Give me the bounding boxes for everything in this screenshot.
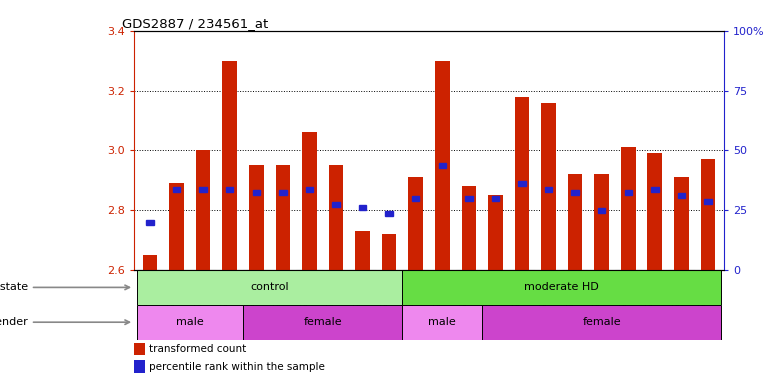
Text: gender: gender bbox=[0, 317, 129, 327]
Bar bbox=[651, 187, 659, 192]
Bar bbox=[704, 199, 712, 204]
Bar bbox=[222, 61, 237, 270]
Bar bbox=[598, 208, 605, 213]
Bar bbox=[136, 270, 402, 305]
Bar bbox=[199, 187, 207, 192]
Bar bbox=[306, 187, 313, 192]
Bar bbox=[332, 202, 339, 207]
Bar bbox=[173, 187, 180, 192]
Bar bbox=[402, 305, 482, 339]
Text: female: female bbox=[303, 317, 342, 327]
Bar bbox=[545, 187, 552, 192]
Text: disease state: disease state bbox=[0, 282, 129, 292]
Bar bbox=[568, 174, 582, 270]
Bar bbox=[169, 183, 184, 270]
Bar bbox=[146, 220, 154, 225]
Bar bbox=[482, 305, 722, 339]
Text: control: control bbox=[250, 282, 289, 292]
Bar bbox=[519, 181, 525, 185]
Bar bbox=[358, 205, 366, 210]
Bar bbox=[385, 211, 393, 215]
Bar bbox=[134, 361, 145, 372]
Text: percentile rank within the sample: percentile rank within the sample bbox=[149, 362, 325, 372]
Bar bbox=[678, 193, 685, 198]
Bar bbox=[515, 96, 529, 270]
Bar bbox=[488, 195, 502, 270]
Bar bbox=[461, 186, 476, 270]
Text: GDS2887 / 234561_at: GDS2887 / 234561_at bbox=[123, 17, 269, 30]
Bar bbox=[142, 255, 157, 270]
Bar bbox=[542, 103, 556, 270]
Bar bbox=[249, 165, 264, 270]
Bar bbox=[412, 196, 420, 200]
Text: male: male bbox=[428, 317, 456, 327]
Bar bbox=[243, 305, 402, 339]
Bar bbox=[438, 163, 446, 168]
Bar bbox=[571, 190, 579, 195]
Bar bbox=[302, 132, 316, 270]
Bar bbox=[435, 61, 450, 270]
Bar bbox=[196, 151, 211, 270]
Bar bbox=[134, 343, 145, 355]
Text: female: female bbox=[582, 317, 621, 327]
Bar bbox=[621, 147, 636, 270]
Text: male: male bbox=[176, 317, 204, 327]
Text: moderate HD: moderate HD bbox=[525, 282, 599, 292]
Bar bbox=[276, 165, 290, 270]
Bar bbox=[226, 187, 234, 192]
Bar bbox=[408, 177, 423, 270]
Bar bbox=[253, 190, 260, 195]
Bar bbox=[594, 174, 609, 270]
Bar bbox=[329, 165, 343, 270]
Bar bbox=[674, 177, 689, 270]
Bar bbox=[355, 231, 370, 270]
Bar bbox=[136, 305, 243, 339]
Bar bbox=[647, 153, 662, 270]
Text: transformed count: transformed count bbox=[149, 344, 246, 354]
Bar bbox=[701, 159, 715, 270]
Bar bbox=[279, 190, 286, 195]
Bar bbox=[465, 196, 473, 200]
Bar bbox=[381, 234, 397, 270]
Bar bbox=[402, 270, 722, 305]
Bar bbox=[624, 190, 632, 195]
Bar bbox=[492, 196, 499, 200]
